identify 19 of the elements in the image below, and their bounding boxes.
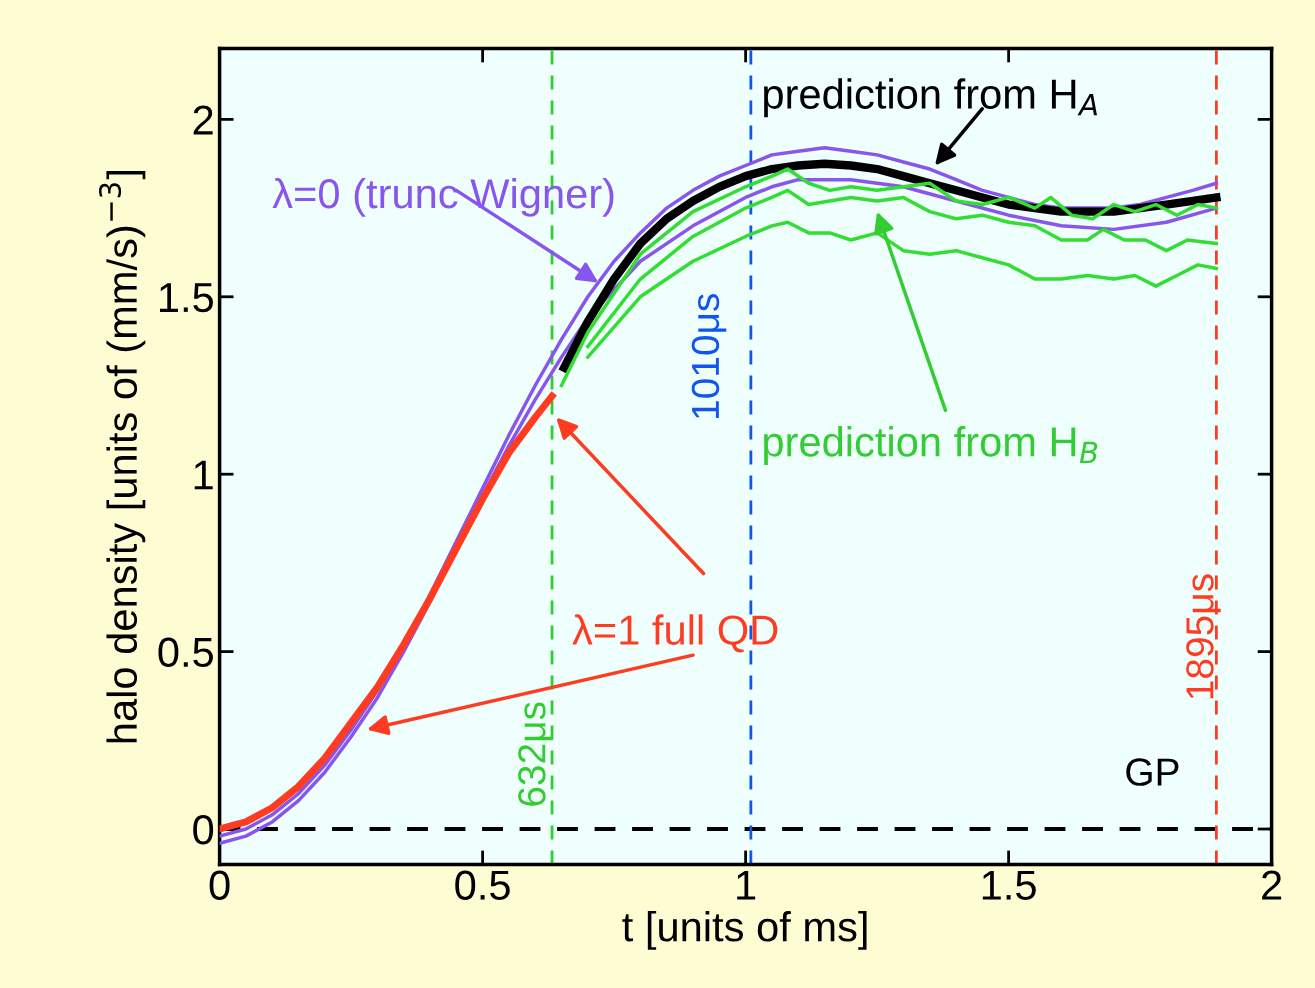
y-tick-label: 1 bbox=[194, 460, 213, 490]
annotation: λ=0 (trunc Wigner) bbox=[272, 177, 614, 217]
x-tick-label: 2 bbox=[1262, 870, 1282, 900]
y-tick-label: 0 bbox=[193, 815, 214, 845]
ref-line-label: GP bbox=[1126, 758, 1179, 786]
ref-line-label: 1895μs bbox=[1186, 574, 1221, 699]
y-tick-label: 1.5 bbox=[160, 283, 213, 313]
x-tick-label: 1.5 bbox=[982, 870, 1036, 900]
x-axis-title: t [units of ms] bbox=[622, 910, 867, 950]
x-tick-label: 0.5 bbox=[455, 870, 510, 900]
annotation: prediction from H$_{B}$ bbox=[764, 426, 1098, 465]
x-tick-label: 1 bbox=[737, 870, 756, 900]
ref-line-label: 632μs bbox=[518, 702, 553, 806]
annotation: λ=1 full QD bbox=[572, 614, 778, 653]
y-tick-label: 0.5 bbox=[158, 637, 213, 668]
ref-line-label: 1010μs bbox=[691, 294, 727, 419]
annotation: prediction from H$_{A}$ bbox=[764, 78, 1097, 118]
y-axis-title: halo density [units of (mm/s)$^{−3}$] bbox=[99, 171, 146, 743]
y-tick-label: 2 bbox=[193, 105, 213, 135]
